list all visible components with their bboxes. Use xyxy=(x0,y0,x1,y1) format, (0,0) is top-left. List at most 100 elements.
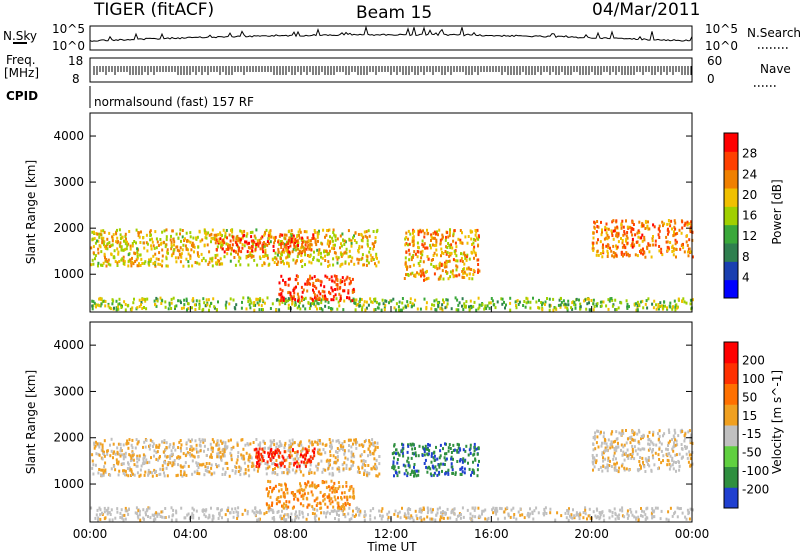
heatmap-cell xyxy=(295,274,298,278)
heatmap-cell xyxy=(110,437,113,441)
heatmap-cell xyxy=(689,250,692,254)
heatmap-cell xyxy=(196,469,199,473)
heatmap-cell xyxy=(330,486,333,490)
heatmap-cell xyxy=(349,485,352,489)
heatmap-cell xyxy=(584,506,587,510)
heatmap-cell xyxy=(92,472,95,476)
heatmap-cell xyxy=(247,255,250,258)
heatmap-cell xyxy=(426,452,429,456)
heatmap-cell xyxy=(340,242,342,246)
heatmap-cell xyxy=(309,468,312,472)
heatmap-cell xyxy=(147,473,150,477)
heatmap-cell xyxy=(139,264,142,267)
heatmap-cell xyxy=(612,251,615,254)
heatmap-cell xyxy=(348,262,350,266)
heatmap-cell xyxy=(155,296,158,300)
heatmap-cell xyxy=(175,245,178,249)
heatmap-cell xyxy=(341,253,344,257)
heatmap-cell xyxy=(253,511,256,515)
heatmap-cell xyxy=(248,303,251,307)
heatmap-cell xyxy=(328,499,331,503)
heatmap-cell xyxy=(176,456,179,460)
heatmap-cell xyxy=(182,243,185,247)
heatmap-cell xyxy=(241,246,244,250)
heatmap-cell xyxy=(360,232,363,236)
heatmap-cell xyxy=(210,455,213,459)
heatmap-cell xyxy=(317,290,320,294)
heatmap-cell xyxy=(268,465,271,469)
heatmap-cell xyxy=(136,454,139,458)
heatmap-cell xyxy=(566,509,569,512)
heatmap-cell xyxy=(328,244,330,248)
heatmap-cell xyxy=(427,452,430,456)
heatmap-cell xyxy=(610,249,613,253)
heatmap-cell xyxy=(259,247,262,251)
heatmap-cell xyxy=(116,452,119,456)
heatmap-cell xyxy=(331,239,334,243)
heatmap-cell xyxy=(395,302,398,306)
colorbar-segment xyxy=(724,404,738,426)
heatmap-cell xyxy=(405,305,408,309)
heatmap-cell xyxy=(373,516,376,520)
heatmap-cell xyxy=(179,446,182,450)
heatmap-cell xyxy=(657,432,659,436)
heatmap-cell xyxy=(348,282,351,286)
heatmap-cell xyxy=(138,298,141,302)
heatmap-cell xyxy=(443,265,446,269)
heatmap-cell xyxy=(367,261,370,265)
heatmap-cell xyxy=(321,256,324,260)
heatmap-cell xyxy=(283,242,286,246)
heatmap-cell xyxy=(525,301,528,305)
heatmap-cell xyxy=(146,242,149,246)
heatmap-cell xyxy=(235,303,238,307)
heatmap-cell xyxy=(236,458,239,462)
heatmap-cell xyxy=(560,300,563,304)
heatmap-cell xyxy=(449,447,452,450)
heatmap-cell xyxy=(313,516,316,519)
colorbar-segment xyxy=(724,133,738,152)
heatmap-cell xyxy=(244,240,247,244)
heatmap-cell xyxy=(296,306,299,310)
heatmap-cell xyxy=(355,298,358,302)
heatmap-cell xyxy=(285,243,287,247)
heatmap-cell xyxy=(638,243,641,247)
heatmap-cell xyxy=(164,507,167,510)
heatmap-cell xyxy=(638,220,641,224)
heatmap-cell xyxy=(307,513,309,517)
heatmap-cell xyxy=(223,454,226,458)
heatmap-cell xyxy=(243,472,246,476)
heatmap-cell xyxy=(363,300,366,304)
heatmap-cell xyxy=(342,289,344,293)
heatmap-cell xyxy=(331,288,334,292)
heatmap-cell xyxy=(393,306,396,310)
heatmap-cell xyxy=(672,460,675,464)
heatmap-cell xyxy=(689,298,692,302)
heatmap-cell xyxy=(237,455,239,458)
heatmap-cell xyxy=(657,467,660,471)
heatmap-cell xyxy=(630,456,633,460)
heatmap-cell xyxy=(307,301,310,305)
heatmap-cell xyxy=(613,447,616,450)
heatmap-cell xyxy=(269,307,272,310)
heatmap-cell xyxy=(247,464,250,468)
heatmap-cell xyxy=(651,509,654,513)
heatmap-cell xyxy=(616,461,618,465)
heatmap-cell xyxy=(323,480,326,484)
heatmap-cell xyxy=(645,220,648,224)
heatmap-cell xyxy=(342,503,345,507)
heatmap-cell xyxy=(602,459,605,463)
heatmap-cell xyxy=(213,305,216,309)
heatmap-cell xyxy=(405,468,408,472)
heatmap-cell xyxy=(117,303,120,307)
heatmap-cell xyxy=(172,442,175,446)
heatmap-cell xyxy=(400,308,403,312)
heatmap-cell xyxy=(325,233,328,237)
heatmap-cell xyxy=(111,518,114,522)
heatmap-cell xyxy=(250,244,253,248)
heatmap-cell xyxy=(354,231,357,235)
heatmap-cell xyxy=(134,260,137,263)
heatmap-cell xyxy=(169,443,172,447)
heatmap-cell xyxy=(249,299,252,303)
heatmap-cell xyxy=(290,295,293,298)
